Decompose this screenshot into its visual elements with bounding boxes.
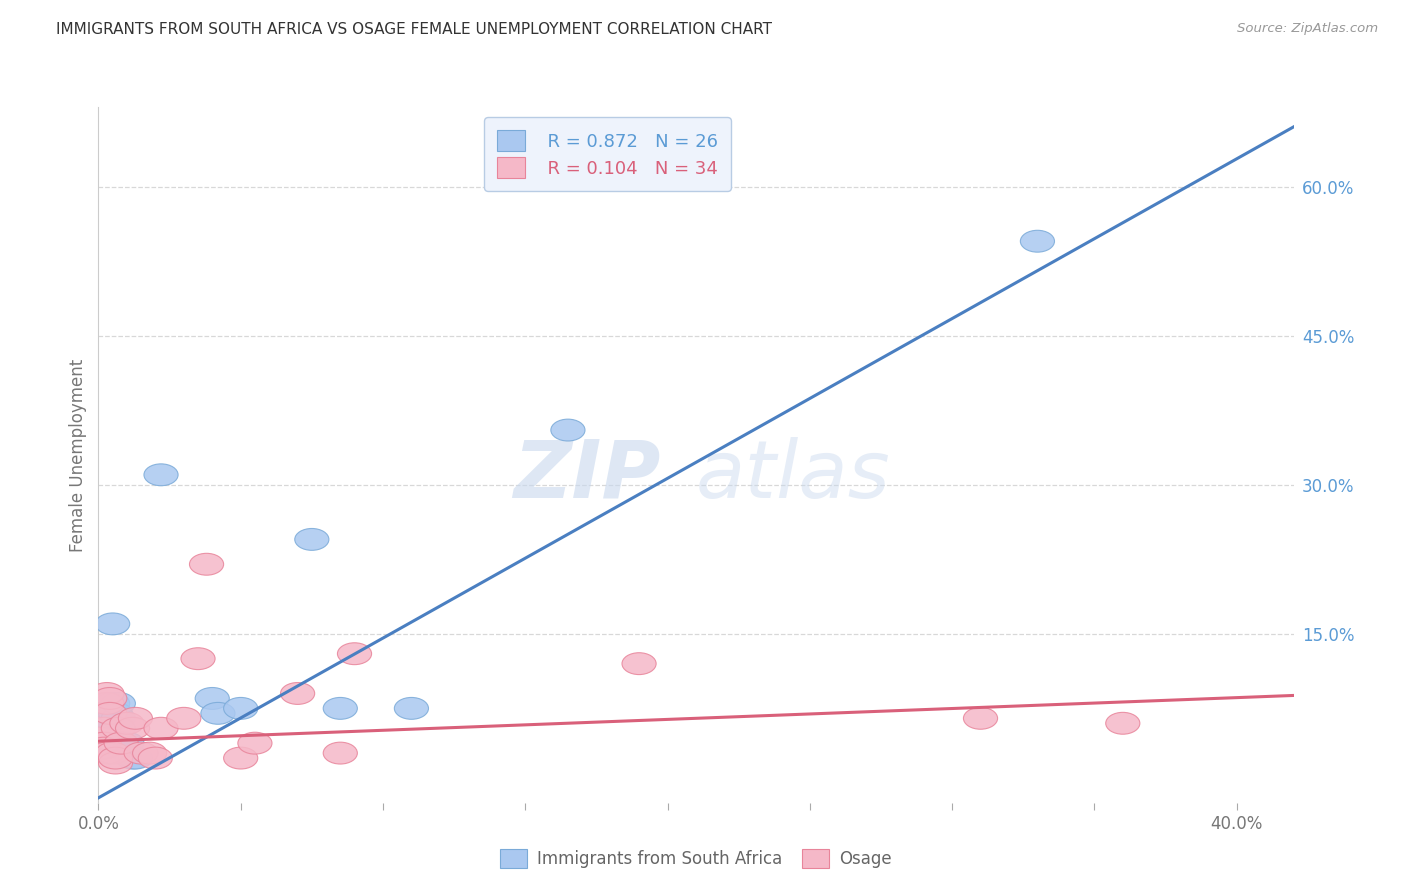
Ellipse shape [110,732,143,754]
Ellipse shape [84,732,118,754]
Ellipse shape [115,747,149,769]
Ellipse shape [90,702,124,724]
Ellipse shape [143,464,179,486]
Ellipse shape [98,752,132,774]
Ellipse shape [394,698,429,719]
Ellipse shape [98,702,132,724]
Ellipse shape [98,747,132,769]
Text: IMMIGRANTS FROM SOUTH AFRICA VS OSAGE FEMALE UNEMPLOYMENT CORRELATION CHART: IMMIGRANTS FROM SOUTH AFRICA VS OSAGE FE… [56,22,772,37]
Ellipse shape [181,648,215,670]
Ellipse shape [115,717,149,739]
Ellipse shape [96,692,129,714]
Ellipse shape [93,707,127,730]
Ellipse shape [93,698,127,719]
Ellipse shape [101,717,135,739]
Ellipse shape [281,682,315,705]
Ellipse shape [90,692,124,714]
Ellipse shape [118,707,152,730]
Ellipse shape [551,419,585,441]
Ellipse shape [84,727,118,749]
Ellipse shape [323,742,357,764]
Ellipse shape [118,747,152,769]
Ellipse shape [195,688,229,709]
Ellipse shape [295,528,329,550]
Text: atlas: atlas [696,437,891,515]
Ellipse shape [96,613,129,635]
Ellipse shape [104,737,138,759]
Ellipse shape [101,692,135,714]
Legend: Immigrants from South Africa, Osage: Immigrants from South Africa, Osage [494,842,898,874]
Ellipse shape [101,707,135,730]
Ellipse shape [87,732,121,754]
Ellipse shape [104,732,138,754]
Ellipse shape [1105,713,1140,734]
Ellipse shape [93,702,127,724]
Ellipse shape [90,742,124,764]
Text: Source: ZipAtlas.com: Source: ZipAtlas.com [1237,22,1378,36]
Ellipse shape [323,698,357,719]
Ellipse shape [87,717,121,739]
Ellipse shape [84,737,118,759]
Ellipse shape [1021,230,1054,252]
Ellipse shape [110,713,143,734]
Ellipse shape [143,717,179,739]
Ellipse shape [337,643,371,665]
Ellipse shape [124,742,159,764]
Ellipse shape [963,707,998,730]
Ellipse shape [90,692,124,714]
Ellipse shape [138,747,173,769]
Ellipse shape [224,747,257,769]
Ellipse shape [224,698,257,719]
Ellipse shape [132,742,167,764]
Ellipse shape [93,688,127,709]
Ellipse shape [84,717,118,739]
Ellipse shape [90,682,124,705]
Text: ZIP: ZIP [513,437,661,515]
Ellipse shape [87,737,121,759]
Ellipse shape [87,727,121,749]
Ellipse shape [167,707,201,730]
Ellipse shape [190,553,224,575]
Ellipse shape [238,732,271,754]
Y-axis label: Female Unemployment: Female Unemployment [69,359,87,551]
Ellipse shape [621,653,657,674]
Ellipse shape [104,732,138,754]
Ellipse shape [87,737,121,759]
Ellipse shape [201,702,235,724]
Ellipse shape [96,742,129,764]
